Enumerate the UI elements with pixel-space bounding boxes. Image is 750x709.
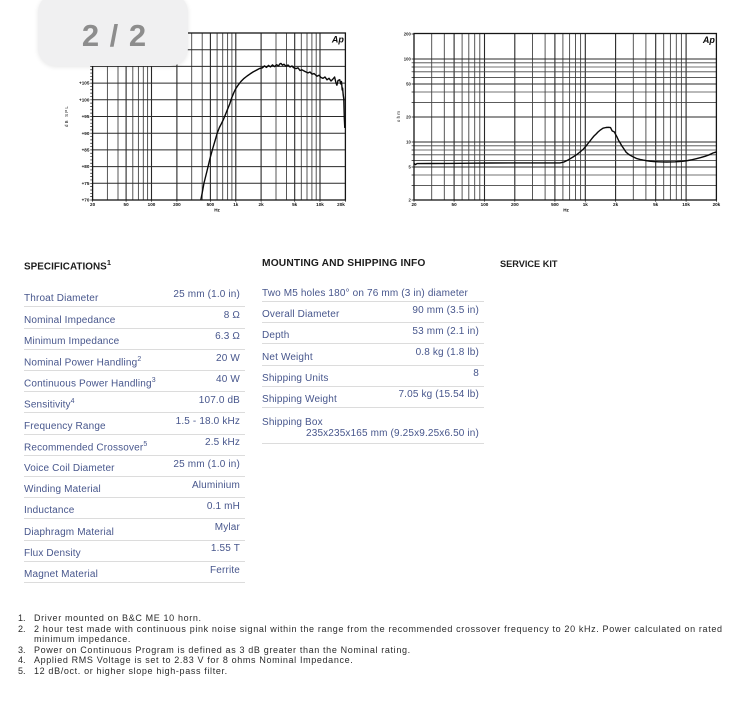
svg-text:50: 50 xyxy=(124,202,130,207)
svg-text:+105: +105 xyxy=(79,81,90,86)
svg-text:500: 500 xyxy=(207,202,215,207)
svg-text:+95: +95 xyxy=(82,114,90,119)
svg-text:1k: 1k xyxy=(583,202,589,207)
svg-text:Hz: Hz xyxy=(563,208,569,213)
svg-text:+90: +90 xyxy=(82,131,90,136)
svg-text:5k: 5k xyxy=(653,202,659,207)
svg-text:5: 5 xyxy=(408,165,411,170)
svg-text:1k: 1k xyxy=(233,202,239,207)
svg-text:100: 100 xyxy=(148,202,156,207)
svg-text:200: 200 xyxy=(404,32,412,37)
svg-text:Hz: Hz xyxy=(214,208,220,213)
svg-text:200: 200 xyxy=(173,202,181,207)
svg-text:Ap: Ap xyxy=(702,35,715,45)
svg-text:2: 2 xyxy=(408,198,411,203)
svg-text:dB SPL: dB SPL xyxy=(64,105,69,127)
svg-text:20k: 20k xyxy=(713,202,721,207)
svg-text:+85: +85 xyxy=(82,148,90,153)
svg-text:100: 100 xyxy=(481,202,489,207)
svg-text:2k: 2k xyxy=(259,202,265,207)
svg-text:500: 500 xyxy=(551,202,559,207)
svg-text:100: 100 xyxy=(404,57,412,62)
svg-text:50: 50 xyxy=(406,82,411,87)
svg-text:10: 10 xyxy=(406,140,411,145)
svg-text:10k: 10k xyxy=(682,202,690,207)
svg-text:20: 20 xyxy=(406,115,411,120)
svg-text:2k: 2k xyxy=(613,202,619,207)
svg-text:50: 50 xyxy=(452,202,458,207)
svg-text:20k: 20k xyxy=(337,202,345,207)
svg-text:20: 20 xyxy=(90,202,96,207)
svg-text:Ap: Ap xyxy=(331,35,344,45)
svg-text:+75: +75 xyxy=(82,181,90,186)
svg-text:200: 200 xyxy=(511,202,519,207)
svg-text:+80: +80 xyxy=(82,164,90,169)
svg-text:20: 20 xyxy=(411,202,417,207)
svg-text:ohm: ohm xyxy=(396,110,401,122)
svg-text:10k: 10k xyxy=(316,202,324,207)
svg-text:5k: 5k xyxy=(292,202,298,207)
svg-text:+70: +70 xyxy=(82,198,90,203)
svg-text:+100: +100 xyxy=(79,97,90,102)
